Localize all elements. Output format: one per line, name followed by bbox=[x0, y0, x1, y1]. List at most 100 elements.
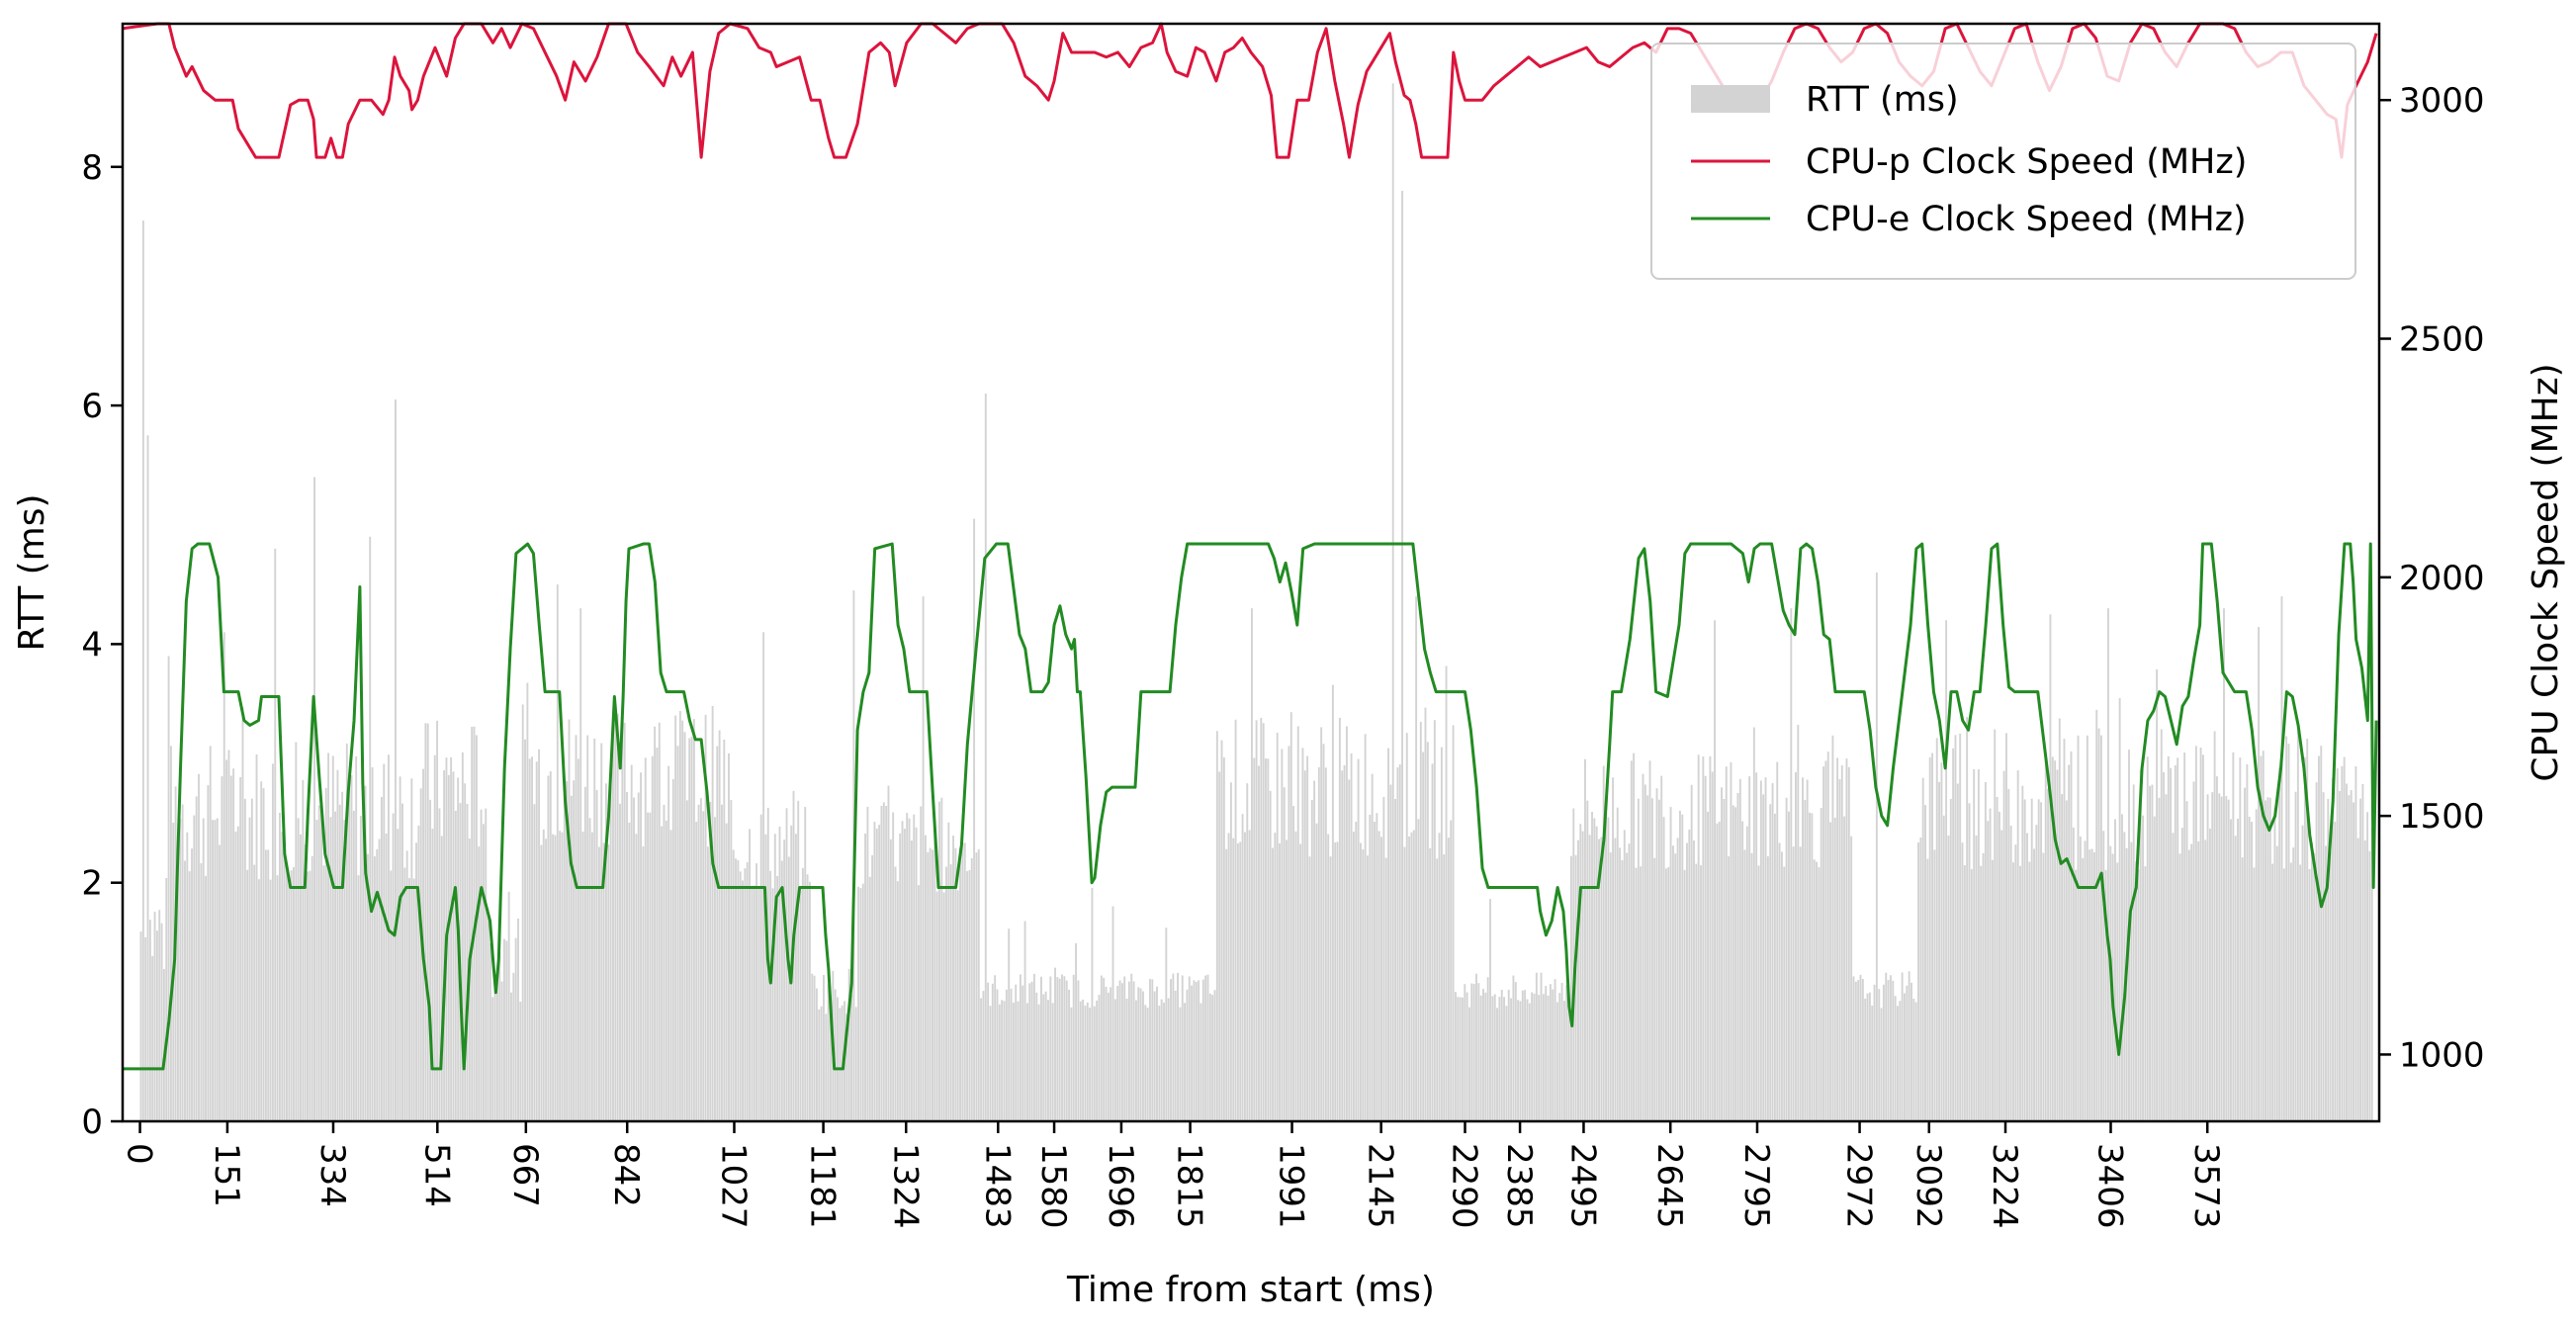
rtt-bar bbox=[1170, 979, 1172, 1121]
rtt-bar bbox=[644, 757, 647, 1121]
rtt-bar bbox=[746, 861, 749, 1121]
rtt-bar bbox=[942, 892, 945, 1121]
rtt-bar bbox=[602, 842, 605, 1121]
rtt-bar bbox=[2204, 840, 2207, 1121]
rtt-bar bbox=[461, 752, 464, 1121]
rtt-bar bbox=[1545, 986, 1548, 1121]
rtt-bar bbox=[1376, 813, 1378, 1121]
rtt-bar bbox=[2359, 798, 2362, 1121]
rtt-bar bbox=[205, 875, 207, 1121]
rtt-bar bbox=[1968, 803, 1971, 1121]
rtt-bar bbox=[1785, 797, 1788, 1121]
rtt-bar bbox=[1569, 855, 1572, 1121]
rtt-bar bbox=[1868, 992, 1871, 1121]
rtt-bar bbox=[2320, 746, 2323, 1121]
rtt-bar bbox=[1417, 819, 1420, 1121]
rtt-bar bbox=[797, 800, 800, 1121]
rtt-bar bbox=[1524, 990, 1527, 1121]
rtt-bar bbox=[1493, 994, 1496, 1121]
rtt-bar bbox=[2040, 802, 2043, 1121]
rtt-bar bbox=[512, 972, 515, 1121]
rtt-bar bbox=[1279, 842, 1281, 1121]
rtt-bar bbox=[1994, 729, 1997, 1121]
rtt-bar bbox=[915, 827, 918, 1121]
rtt-bar bbox=[1243, 832, 1246, 1121]
rtt-bar bbox=[2336, 768, 2339, 1121]
rtt-bar bbox=[1398, 763, 1401, 1121]
rtt-bar bbox=[899, 833, 902, 1121]
rtt-bar bbox=[1935, 738, 1938, 1121]
rtt-bar bbox=[1001, 1000, 1004, 1121]
rtt-bar bbox=[1061, 974, 1063, 1121]
rtt-bar bbox=[623, 722, 626, 1121]
rtt-bar bbox=[2299, 864, 2302, 1121]
rtt-bar bbox=[830, 999, 832, 1121]
rtt-bar bbox=[1120, 983, 1123, 1121]
rtt-bar bbox=[2037, 799, 2040, 1121]
rtt-bar bbox=[2005, 733, 2007, 1121]
rtt-bar bbox=[1072, 974, 1075, 1121]
rtt-bar bbox=[1816, 861, 1818, 1121]
rtt-bar bbox=[1621, 859, 1624, 1121]
rtt-bar bbox=[1079, 1001, 1082, 1121]
rtt-bar bbox=[1762, 794, 1765, 1121]
rtt-bar bbox=[1549, 984, 1552, 1121]
rtt-bar bbox=[813, 975, 816, 1121]
rtt-bar bbox=[959, 847, 961, 1121]
rtt-bar bbox=[1755, 772, 1758, 1121]
rtt-bar bbox=[1484, 992, 1487, 1121]
rtt-bar bbox=[1766, 855, 1769, 1121]
rtt-bar bbox=[1477, 983, 1480, 1121]
rtt-bar bbox=[1880, 1008, 1883, 1121]
rtt-bar bbox=[1174, 990, 1177, 1121]
rtt-bar bbox=[1082, 999, 1085, 1121]
rtt-bar bbox=[1241, 814, 1244, 1121]
rtt-bar bbox=[1100, 975, 1103, 1121]
rtt-bar bbox=[559, 831, 562, 1121]
rtt-bar bbox=[1718, 821, 1721, 1121]
rtt-bar bbox=[1070, 1007, 1073, 1121]
left-tick-label: 0 bbox=[81, 1103, 103, 1142]
rtt-bar bbox=[998, 1004, 1001, 1121]
rtt-bar bbox=[1051, 1003, 1054, 1121]
rtt-bar bbox=[1980, 865, 1983, 1121]
rtt-bar bbox=[219, 844, 222, 1121]
rtt-bar bbox=[2282, 868, 2285, 1121]
rtt-bar bbox=[667, 765, 670, 1121]
rtt-bar bbox=[702, 811, 705, 1121]
rtt-bar bbox=[447, 774, 450, 1121]
rtt-bar bbox=[1683, 869, 1686, 1121]
rtt-bar bbox=[1704, 775, 1707, 1121]
x-tick-label: 1580 bbox=[1033, 1143, 1073, 1229]
rtt-bar bbox=[2206, 794, 2209, 1121]
rtt-bar bbox=[1030, 981, 1033, 1121]
rtt-bar bbox=[362, 788, 365, 1121]
rtt-bar bbox=[1246, 783, 1249, 1121]
rtt-bar bbox=[2218, 793, 2221, 1121]
rtt-bar bbox=[1068, 989, 1070, 1121]
rtt-bar bbox=[1452, 725, 1455, 1121]
x-tick-label: 2795 bbox=[1736, 1143, 1776, 1229]
rtt-bar bbox=[1952, 748, 1955, 1121]
rtt-bar bbox=[1454, 992, 1457, 1121]
rtt-bar bbox=[1897, 1006, 1899, 1121]
rtt-bar bbox=[1966, 717, 1969, 1121]
rtt-bar bbox=[387, 754, 390, 1121]
rtt-bar bbox=[440, 836, 443, 1121]
rtt-bar bbox=[940, 797, 943, 1121]
rtt-bar bbox=[1313, 780, 1316, 1121]
rtt-bar bbox=[2167, 755, 2170, 1121]
rtt-bar bbox=[1364, 734, 1367, 1121]
rtt-bar bbox=[535, 761, 538, 1121]
rtt-bar bbox=[246, 869, 249, 1121]
rtt-bar bbox=[1996, 796, 1999, 1121]
rtt-bar bbox=[1374, 822, 1376, 1121]
rtt-bar bbox=[2334, 822, 2337, 1121]
rtt-bar bbox=[2033, 848, 2035, 1121]
rtt-bar bbox=[573, 780, 576, 1121]
rtt-bar bbox=[2346, 783, 2348, 1121]
rtt-bar bbox=[1303, 770, 1306, 1121]
rtt-bar bbox=[1864, 998, 1867, 1121]
rtt-bar bbox=[466, 803, 469, 1121]
rtt-bar bbox=[1885, 972, 1888, 1121]
